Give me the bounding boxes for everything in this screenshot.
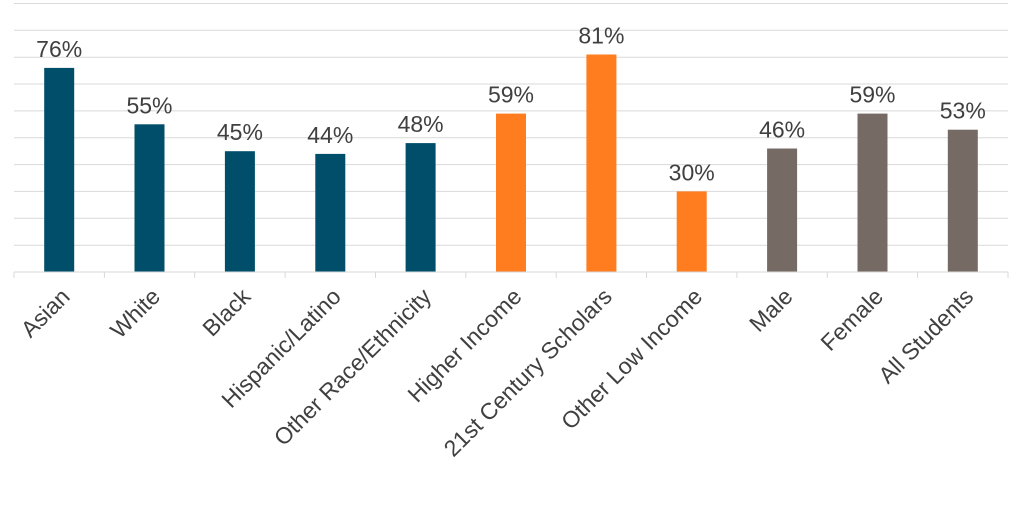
- data-label: 81%: [578, 23, 624, 49]
- data-label: 44%: [307, 122, 353, 148]
- data-label: 59%: [488, 82, 534, 108]
- data-label: 48%: [398, 111, 444, 137]
- data-label: 30%: [669, 159, 715, 185]
- category-label: Other Race/Ethnicity: [269, 283, 437, 451]
- bar: [947, 129, 978, 272]
- data-label: 59%: [849, 82, 895, 108]
- data-labels: 76% 55% 45% 44% 48% 59% 81% 30% 46% 59% 53%: [36, 23, 986, 186]
- data-label: 76%: [36, 36, 82, 62]
- data-label: 55%: [126, 92, 172, 118]
- category-label: Black: [197, 283, 256, 342]
- category-label: Male: [744, 283, 798, 337]
- bar: [315, 153, 346, 272]
- category-label: Asian: [16, 283, 75, 342]
- bar: [224, 151, 255, 272]
- data-label: 46%: [759, 117, 805, 143]
- category-label: Female: [815, 283, 888, 356]
- bar: [586, 54, 617, 272]
- x-axis: [13, 271, 1009, 278]
- bar: [44, 67, 75, 273]
- category-label: White: [105, 283, 165, 343]
- category-label: 21st Century Scholars: [439, 283, 617, 461]
- bars: [44, 54, 978, 273]
- bar: [496, 113, 526, 272]
- data-label: 53%: [940, 98, 986, 124]
- bar: [767, 148, 798, 272]
- bar: [676, 191, 707, 272]
- data-label: 45%: [217, 119, 263, 145]
- bar: [405, 143, 436, 272]
- category-label: All Students: [873, 283, 978, 388]
- bar: [134, 124, 165, 272]
- bar: [857, 113, 888, 272]
